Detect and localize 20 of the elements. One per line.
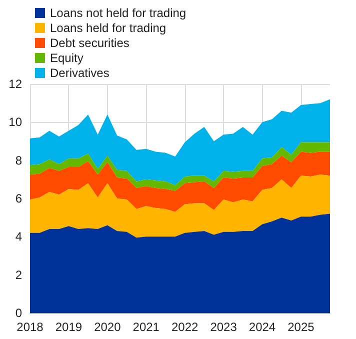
x-tick-label: 2020 [94, 320, 122, 334]
x-tick-label: 2023 [210, 320, 238, 334]
legend-label: Loans held for trading [50, 21, 166, 35]
x-tick-label: 2018 [16, 320, 44, 334]
legend-label: Debt securities [50, 36, 130, 50]
x-tick-label: 2021 [132, 320, 160, 334]
legend-label: Equity [50, 51, 84, 65]
legend-label: Derivatives [50, 66, 110, 80]
y-tick-label: 8 [15, 153, 22, 168]
legend-label: Loans not held for trading [50, 6, 186, 20]
x-tick-label: 2019 [55, 320, 82, 334]
y-tick-label: 6 [15, 192, 22, 206]
x-tick-label: 2024 [248, 320, 276, 334]
y-tick-label: 10 [8, 115, 22, 130]
x-tick-label: 2025 [288, 320, 315, 334]
y-tick-label: 0 [15, 306, 22, 320]
y-tick-label: 4 [15, 230, 22, 244]
y-tick-label: 12 [8, 77, 22, 91]
y-tick-label: 2 [15, 268, 22, 282]
x-tick-label: 2022 [171, 320, 199, 334]
